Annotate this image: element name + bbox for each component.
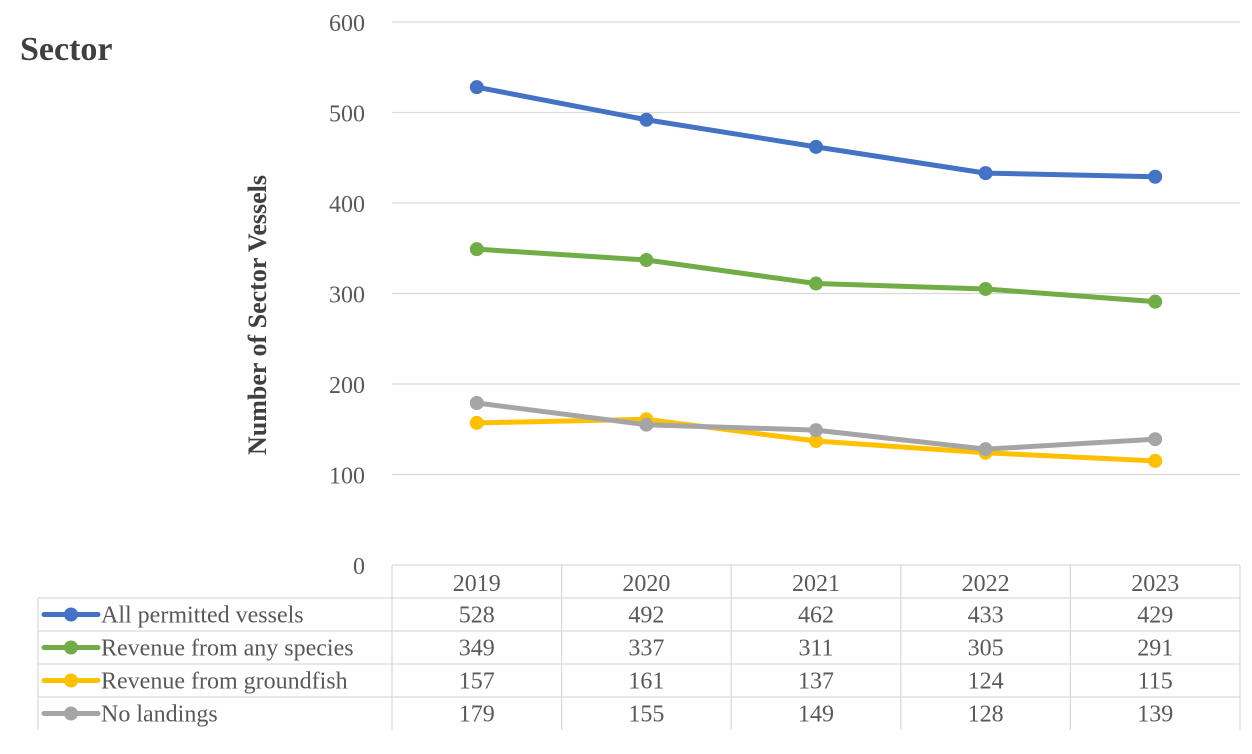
x-tick-label: 2019 [453,571,501,597]
data-label: 337 [628,636,664,662]
x-tick-label: 2021 [792,571,840,597]
data-point [639,417,654,432]
x-tick-label: 2023 [1131,571,1179,597]
x-tick-label: 2022 [962,571,1010,597]
data-label: 291 [1137,636,1173,662]
legend-key-marker [64,706,78,721]
data-label: 462 [798,603,834,629]
chart-title: Sector [20,31,113,68]
data-point [809,276,823,291]
data-label: 179 [459,702,495,728]
data-label: 124 [968,669,1004,695]
data-point [1148,453,1163,468]
data-point [469,80,484,95]
legend-key-marker [64,673,78,688]
data-point [809,423,823,438]
data-point [978,166,993,181]
data-point [809,434,823,449]
data-label: 155 [628,702,664,728]
legend-entry: No landings [101,702,218,728]
y-tick-label: 100 [329,464,365,490]
data-label: 311 [798,636,833,662]
data-label: 305 [968,636,1004,662]
data-point [978,281,993,296]
series-group [469,396,1163,457]
data-point [809,139,823,154]
data-label: 349 [459,636,495,662]
data-label: 149 [798,702,834,728]
data-label: 492 [628,603,664,629]
y-tick-label: 200 [329,373,365,399]
data-point [469,242,484,257]
legend-key-marker [64,607,78,622]
y-tick-label: 500 [329,102,365,128]
legend-key-marker [64,640,78,655]
data-point [1148,294,1163,309]
data-point [469,396,484,411]
data-point [1148,432,1163,447]
data-label: 128 [968,702,1004,728]
legend-entry: Revenue from groundfish [101,669,348,695]
data-table: 2019 2020 2021 2022 2023 All permitted vessel… [37,564,1241,730]
y-tick-label: 600 [329,11,365,37]
data-point [639,253,654,268]
data-label: 115 [1138,669,1173,695]
data-label: 157 [459,669,495,695]
data-point [1148,169,1163,184]
data-label: 161 [628,669,664,695]
data-label: 429 [1137,603,1173,629]
y-tick-labels: 0 100 200 300 400 500 600 [329,11,365,580]
y-axis-label: Number of Sector Vessels [243,175,272,455]
data-point [469,415,484,430]
y-tick-label: 400 [329,192,365,218]
data-label: 433 [968,603,1004,629]
series-group [469,242,1163,309]
y-tick-label: 300 [329,283,365,309]
y-tick-label: 0 [353,554,365,580]
data-label: 137 [798,669,834,695]
series-lines [469,80,1163,468]
legend-entry: All permitted vessels [101,603,304,629]
data-point [978,442,993,457]
data-label: 139 [1137,702,1173,728]
gridlines [392,21,1240,476]
data-label: 528 [459,603,495,629]
data-point [639,112,654,127]
series-group [469,80,1163,184]
legend-entry: Revenue from any species [101,636,354,662]
x-tick-label: 2020 [622,571,670,597]
